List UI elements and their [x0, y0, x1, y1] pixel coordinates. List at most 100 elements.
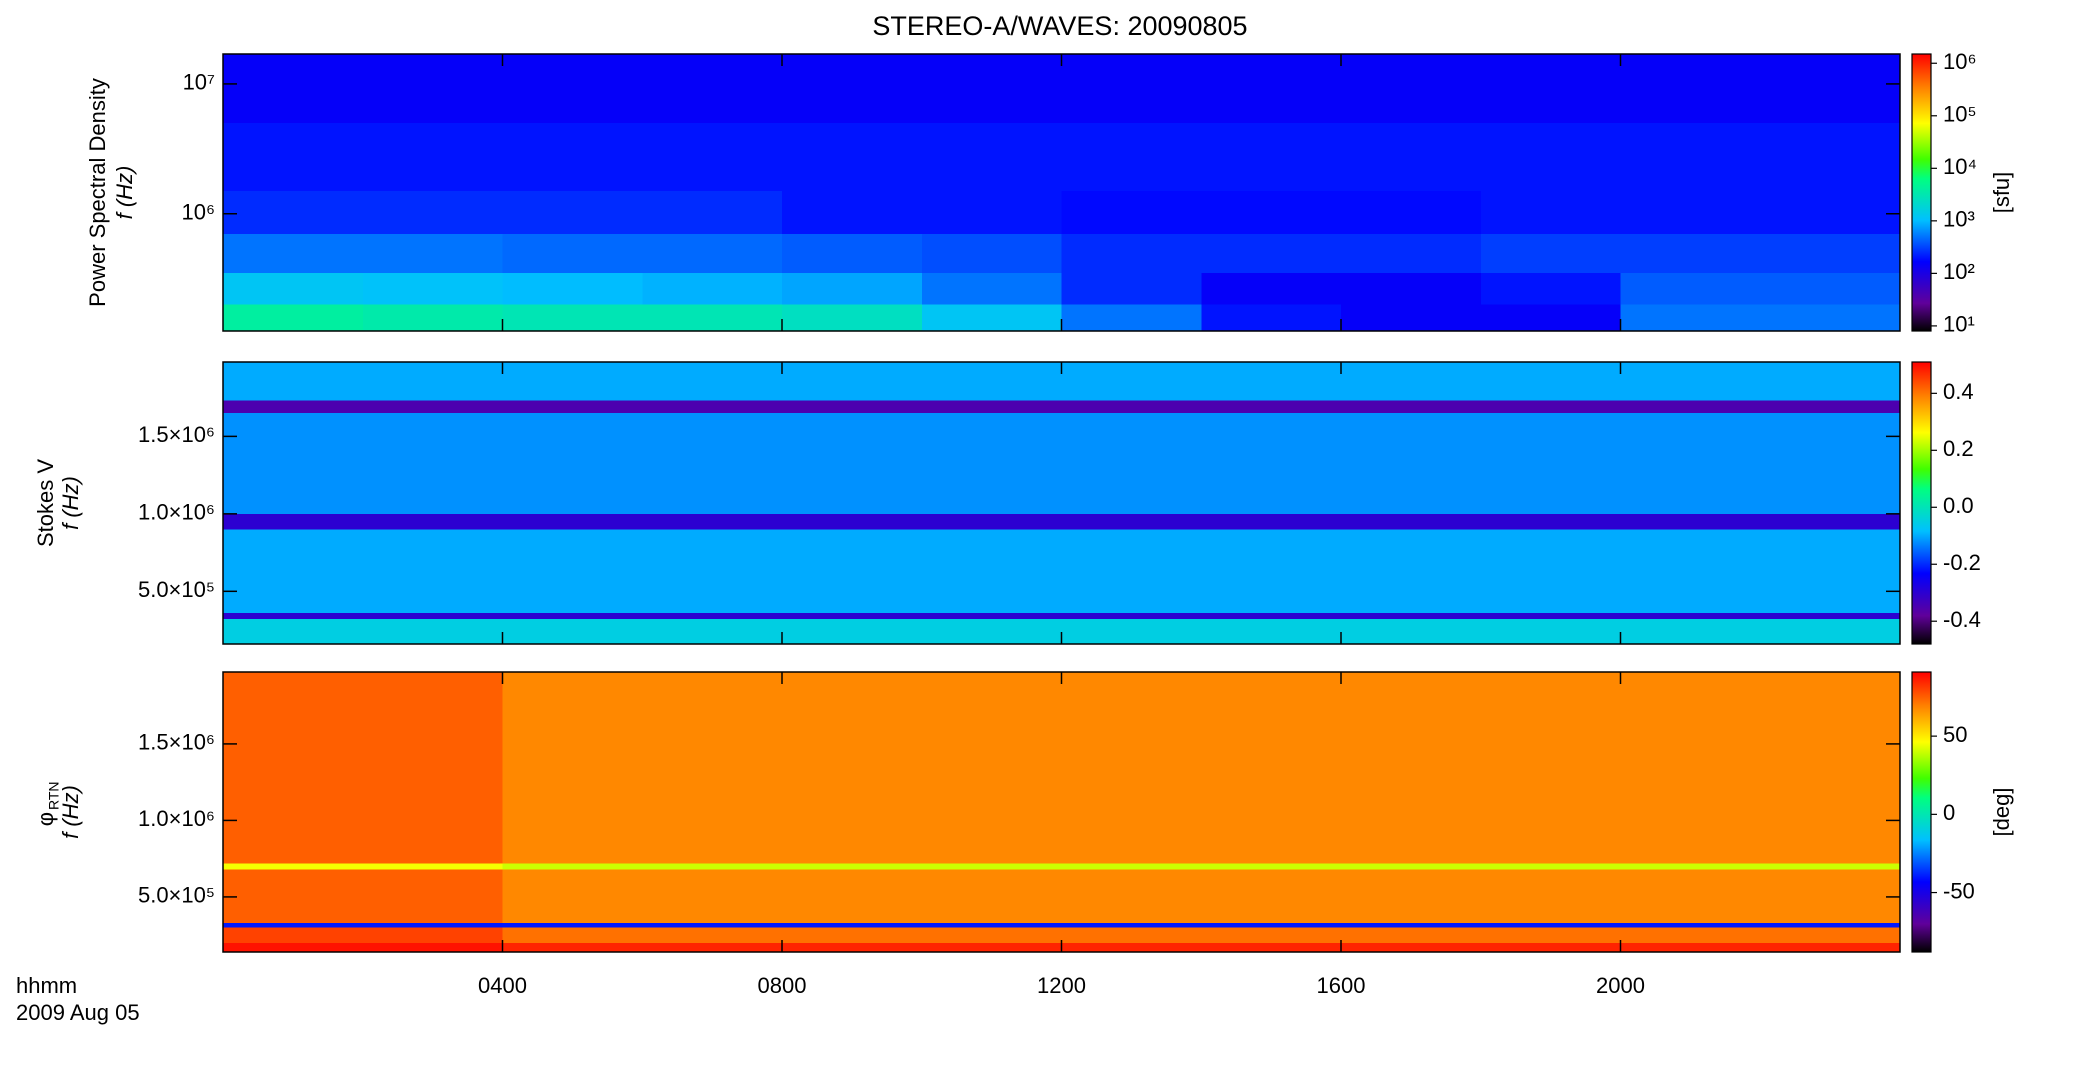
- heatmap-cell: [642, 190, 782, 234]
- heatmap-cell: [1201, 54, 1341, 124]
- heatmap-cell: [502, 927, 1900, 943]
- heatmap-cell: [502, 272, 643, 305]
- heatmap-cell: [362, 123, 503, 191]
- colorbar-tick-label: 50: [1943, 722, 1967, 747]
- heatmap-cell: [502, 672, 1900, 864]
- heatmap-cell: [223, 272, 363, 305]
- heatmap-cell: [223, 190, 363, 234]
- heatmap-cell: [921, 272, 1062, 305]
- heatmap-cell: [1620, 233, 1761, 273]
- heatmap-cell: [1341, 54, 1481, 124]
- heatmap-cell: [223, 233, 363, 273]
- y-tick-label: 1.0×10⁶: [138, 500, 215, 525]
- heatmap-cell: [1061, 233, 1202, 273]
- heatmap-cell: [223, 304, 363, 331]
- heatmap-cell: [1061, 190, 1202, 234]
- heatmap-cell: [502, 233, 643, 273]
- y-tick-label: 1.5×10⁶: [138, 422, 215, 447]
- heatmap-cell: [642, 54, 782, 124]
- heatmap-cell: [921, 304, 1062, 331]
- heatmap-cell: [502, 922, 1900, 928]
- heatmap-cell: [362, 304, 503, 331]
- heatmap-cell: [223, 529, 1900, 614]
- heatmap-cell: [782, 123, 922, 191]
- heatmap-cell: [362, 272, 503, 305]
- colorbar-tick-label: 10⁵: [1943, 102, 1977, 127]
- heatmap-cell: [1760, 123, 1900, 191]
- heatmap-cell: [1620, 304, 1761, 331]
- colorbar-tick-label: 0.2: [1943, 436, 1974, 461]
- heatmap-cell: [782, 304, 922, 331]
- heatmap-cell: [502, 863, 1900, 870]
- colorbar-tick-label: -0.4: [1943, 607, 1981, 632]
- heatmap-cell: [502, 190, 643, 234]
- heatmap-cell: [223, 123, 363, 191]
- x-tick-label: 2000: [1596, 973, 1645, 998]
- heatmap-cell: [1620, 123, 1761, 191]
- heatmap-cell: [1061, 304, 1202, 331]
- colorbar-tick-label: 10³: [1943, 207, 1975, 232]
- heatmap-cell: [502, 54, 643, 124]
- y-axis-label-subscript: RTN: [46, 781, 62, 810]
- heatmap-cell: [502, 869, 1900, 923]
- heatmap-cell: [223, 922, 503, 928]
- heatmap-cell: [1620, 54, 1761, 124]
- y-axis-label: f (Hz): [58, 476, 83, 530]
- heatmap-cell: [223, 613, 1900, 620]
- y-tick-label: 1.0×10⁶: [138, 806, 215, 831]
- heatmap-cell: [1480, 233, 1621, 273]
- heatmap-cell: [1061, 272, 1202, 305]
- heatmap-cell: [1061, 123, 1202, 191]
- heatmap-cell: [362, 190, 503, 234]
- heatmap-cell: [502, 123, 643, 191]
- y-tick-label: 10⁶: [181, 200, 215, 225]
- heatmap-cell: [642, 123, 782, 191]
- colorbar-tick-label: 0: [1943, 800, 1955, 825]
- heatmap-cell: [223, 54, 363, 124]
- colorbar: [1911, 361, 1932, 645]
- heatmap-cell: [1620, 272, 1761, 305]
- heatmap-cell: [1341, 272, 1481, 305]
- heatmap-cell: [1620, 190, 1761, 234]
- heatmap-cell: [1341, 190, 1481, 234]
- heatmap-cell: [1201, 272, 1341, 305]
- heatmap-cell: [1201, 304, 1341, 331]
- heatmap-cell: [1480, 123, 1621, 191]
- heatmap-cell: [1480, 304, 1621, 331]
- heatmap-cell: [223, 942, 503, 952]
- heatmap-cell: [782, 190, 922, 234]
- heatmap-cell: [1201, 190, 1341, 234]
- y-tick-label: 10⁷: [183, 70, 215, 95]
- heatmap-cell: [1341, 304, 1481, 331]
- heatmap-cell: [223, 513, 1900, 530]
- heatmap-cell: [223, 672, 503, 864]
- colorbar: [1911, 671, 1932, 953]
- heatmap-cell: [1201, 123, 1341, 191]
- y-tick-label: 5.0×10⁵: [138, 577, 215, 602]
- heatmap-cell: [921, 190, 1062, 234]
- heatmap-cell: [1341, 123, 1481, 191]
- heatmap-cell: [223, 869, 503, 923]
- heatmap-cell: [1760, 54, 1900, 124]
- heatmap-cell: [1760, 272, 1900, 305]
- heatmap-cell: [1760, 233, 1900, 273]
- date-label: 2009 Aug 05: [16, 1000, 140, 1025]
- y-tick-label: 1.5×10⁶: [138, 730, 215, 755]
- colorbar-tick-label: 0.4: [1943, 379, 1974, 404]
- heatmap-cell: [1341, 233, 1481, 273]
- colorbar-tick-label: 10¹: [1943, 312, 1975, 337]
- heatmap-cell: [1480, 190, 1621, 234]
- heatmap-cell: [782, 233, 922, 273]
- chart-title: STEREO-A/WAVES: 20090805: [872, 11, 1247, 41]
- x-tick-label: 0800: [758, 973, 807, 998]
- heatmap-cell: [782, 54, 922, 124]
- heatmap-cell: [921, 233, 1062, 273]
- heatmap-cell: [642, 304, 782, 331]
- x-tick-label: 1600: [1317, 973, 1366, 998]
- x-axis-label: hhmm: [16, 973, 77, 998]
- heatmap-cell: [223, 400, 1900, 414]
- heatmap-cell: [921, 54, 1062, 124]
- heatmap-cell: [362, 233, 503, 273]
